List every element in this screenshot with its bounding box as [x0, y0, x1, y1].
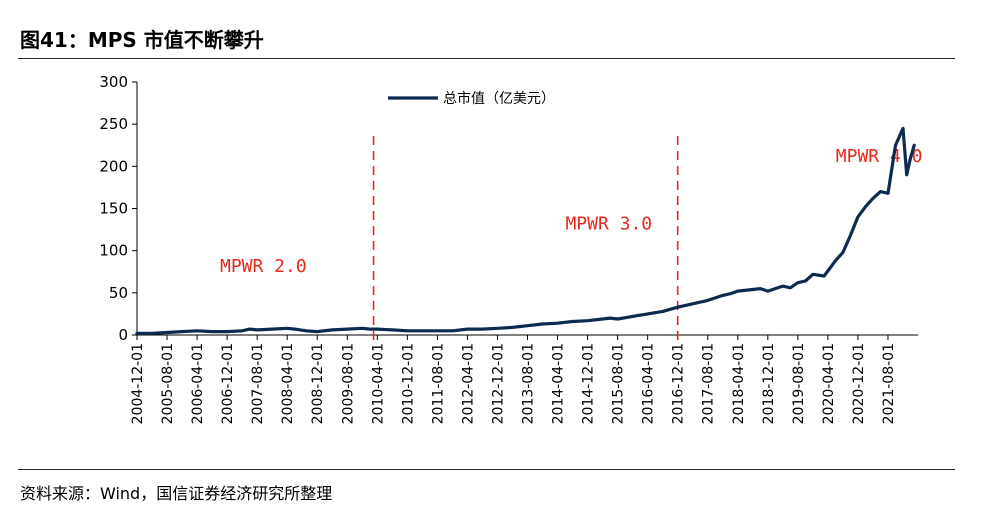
x-tick-label: 2010-12-01: [400, 343, 416, 424]
x-tick-label: 2010-04-01: [370, 343, 386, 424]
x-tick-label: 2006-04-01: [190, 343, 206, 424]
x-tick-label: 2021-08-01: [881, 343, 897, 424]
x-tick-label: 2014-04-01: [551, 343, 567, 424]
x-tick-label: 2012-12-01: [490, 343, 506, 424]
y-tick-label: 100: [99, 242, 128, 260]
era-label: MPWR 4.0: [836, 146, 923, 167]
x-tick-label: 2007-08-01: [250, 343, 266, 424]
y-tick-label: 50: [109, 284, 128, 302]
era-label: MPWR 2.0: [220, 256, 307, 277]
series-line-0: [135, 126, 916, 335]
legend-label: 总市值（亿美元）: [443, 90, 555, 107]
x-tick-label: 2005-08-01: [160, 343, 176, 424]
x-tick-label: 2018-12-01: [761, 343, 777, 424]
x-tick-label: 2015-08-01: [611, 343, 627, 424]
era-label: MPWR 3.0: [565, 214, 652, 235]
x-tick-label: 2008-12-01: [310, 343, 326, 424]
x-axis: 2004-12-01 2005-08-01 2006-04-01 2006-12-01…: [130, 334, 918, 424]
x-tick-label: 2017-08-01: [701, 343, 717, 424]
source-note: 资料来源：Wind，国信证券经济研究所整理: [20, 484, 333, 503]
x-tick-label: 2016-12-01: [671, 343, 687, 424]
y-tick-label: 250: [99, 115, 128, 133]
x-tick-label: 2020-12-01: [851, 343, 867, 424]
y-tick-label: 0: [118, 326, 128, 344]
x-tick-label: 2019-08-01: [791, 343, 807, 424]
y-tick-label: 200: [99, 157, 128, 175]
x-tick-label: 2018-04-01: [731, 343, 747, 424]
x-tick-label: 2011-08-01: [430, 343, 446, 424]
y-tick-label: 300: [99, 73, 128, 91]
x-tick-label: 2004-12-01: [130, 343, 146, 424]
x-tick-label: 2012-04-01: [460, 343, 476, 424]
y-axis: 0 50 100 150 200 250 300: [99, 73, 138, 344]
era-annotations: MPWR 2.0 MPWR 3.0 MPWR 4.0: [220, 146, 922, 277]
x-tick-label: 2009-08-01: [340, 343, 356, 424]
x-tick-label: 2016-04-01: [641, 343, 657, 424]
era-divider-lines: [372, 136, 679, 345]
series-layer: [135, 126, 916, 335]
bottom-rule: [18, 469, 955, 470]
y-tick-label: 150: [99, 200, 128, 218]
figure-title: 图41：MPS 市值不断攀升: [20, 28, 264, 52]
top-rule: [18, 58, 955, 59]
x-tick-label: 2020-04-01: [821, 343, 837, 424]
x-tick-label: 2014-12-01: [581, 343, 597, 424]
x-tick-label: 2006-12-01: [220, 343, 236, 424]
x-tick-label: 2013-08-01: [521, 343, 537, 424]
x-tick-label: 2008-04-01: [280, 343, 296, 424]
legend: 总市值（亿美元）: [388, 90, 555, 107]
